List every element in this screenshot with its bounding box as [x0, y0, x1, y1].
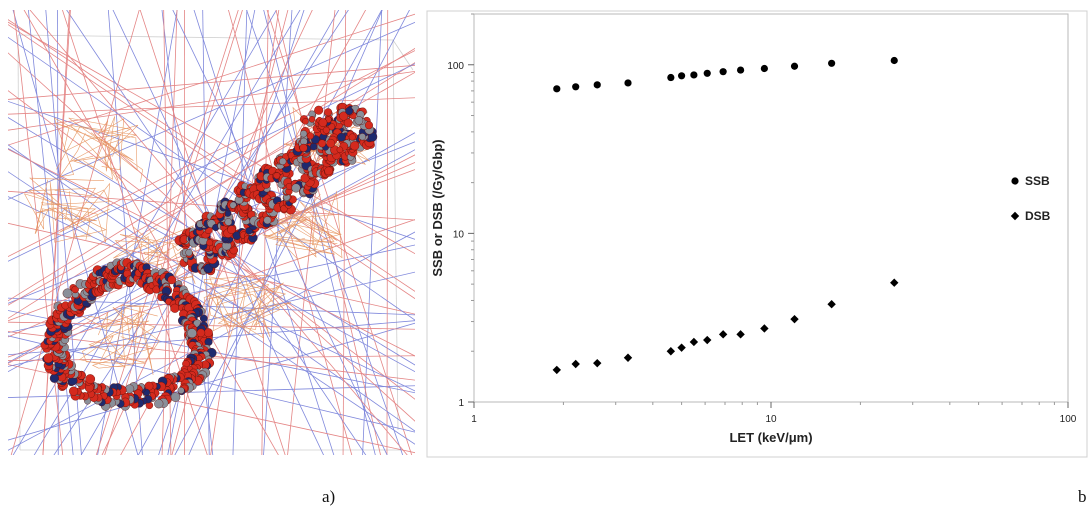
y-tick-label: 1: [458, 398, 464, 409]
x-tick-label: 1: [471, 414, 477, 425]
ssb-point: [572, 83, 580, 91]
ssb-point: [890, 56, 898, 65]
y-tick-label: 10: [453, 229, 465, 240]
ssb-point: [736, 66, 745, 74]
ssb-point: [760, 64, 768, 73]
plot-area-border: [473, 13, 1069, 403]
legend-marker-dsb: [1010, 211, 1020, 221]
chart-panel: 1 10 100 1 10 100 SSB or DSB (/Gy/Gbp) LET (k…: [426, 10, 1090, 460]
dsb-point: [827, 300, 836, 309]
ssb-point: [719, 68, 727, 76]
ssb-point: [703, 69, 711, 77]
ssb-point: [593, 81, 601, 89]
caption-b: b: [1078, 487, 1087, 506]
legend: SSB DSB: [1010, 174, 1051, 223]
dsb-point: [689, 337, 699, 347]
ssb-point: [790, 62, 799, 70]
legend-label-dsb: DSB: [1025, 209, 1051, 223]
dsb-point: [552, 365, 561, 375]
dsb-point: [666, 347, 676, 356]
ssb-point: [677, 72, 686, 80]
dsb-point: [736, 330, 745, 339]
y-tick-label: 100: [447, 61, 464, 72]
dsb-point: [890, 278, 899, 287]
dsb-point: [718, 330, 728, 339]
dsb-point: [593, 358, 602, 368]
x-tick-label: 10: [765, 414, 777, 425]
legend-marker-ssb: [1011, 177, 1019, 185]
dsb-point: [571, 359, 580, 369]
dsb-point: [623, 353, 633, 362]
ssb-point: [828, 59, 836, 67]
dna-track-image: [8, 10, 415, 455]
dsb-point: [790, 314, 799, 324]
dna-molecule-with-particle-tracks-icon: [8, 10, 415, 455]
scatter-chart: 1 10 100 1 10 100 SSB or DSB (/Gy/Gbp) LET (k…: [426, 10, 1088, 458]
x-axis-label: LET (keV/μm): [729, 430, 812, 445]
ssb-point: [624, 79, 632, 87]
dsb-point: [760, 324, 769, 333]
ssb-point: [690, 71, 698, 79]
caption-a: a): [322, 487, 336, 506]
dsb-point: [703, 335, 712, 345]
ssb-point: [667, 73, 675, 82]
dsb-point: [677, 343, 686, 352]
y-axis-label: SSB or DSB (/Gy/Gbp): [430, 139, 445, 276]
ssb-point: [553, 85, 561, 93]
x-tick-label: 100: [1060, 414, 1077, 425]
legend-label-ssb: SSB: [1025, 174, 1050, 188]
chart-outer-border: [426, 10, 1088, 458]
